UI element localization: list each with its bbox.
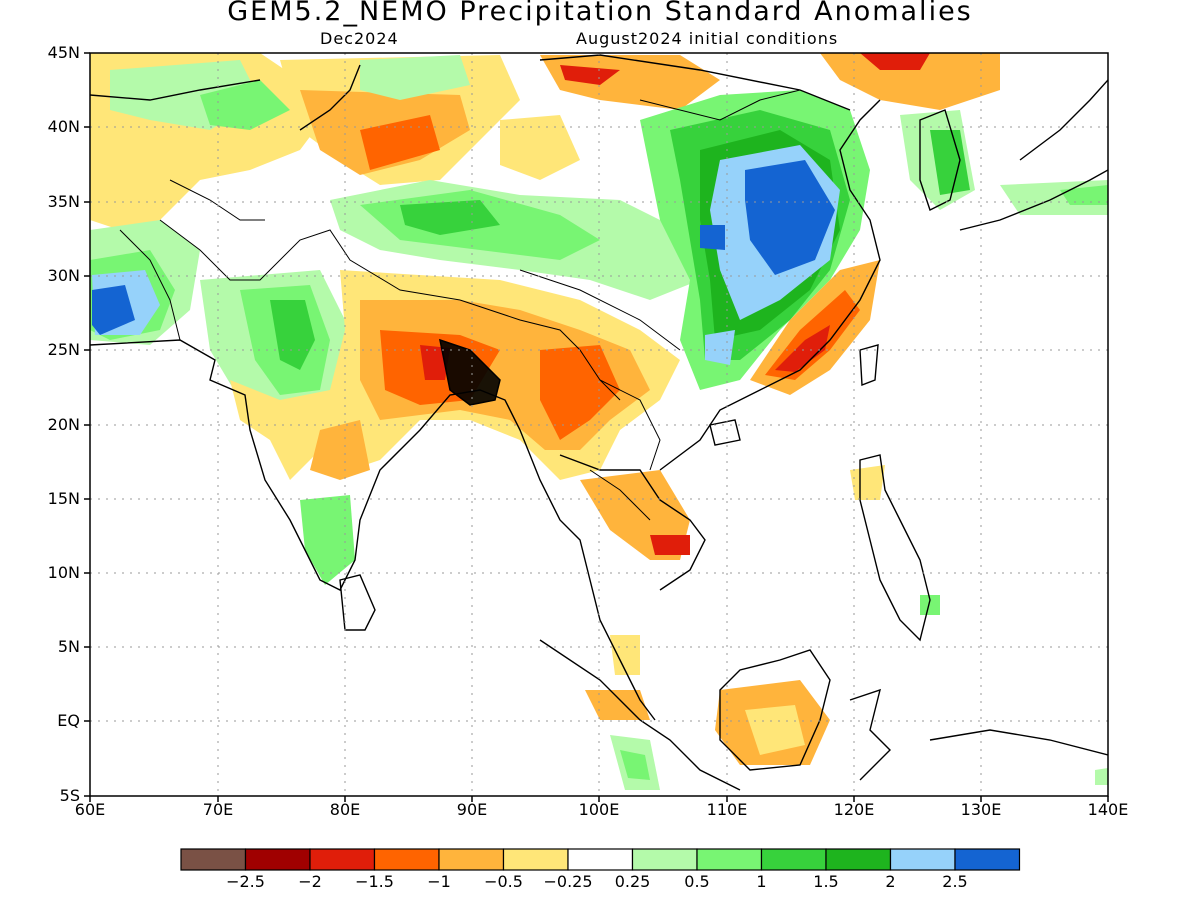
anomaly-patch <box>585 690 650 720</box>
lon-tick-label: 80E <box>329 800 361 819</box>
legend-swatch <box>438 848 505 871</box>
anomaly-patch <box>200 80 290 130</box>
anomaly-patch <box>920 595 940 615</box>
lon-tick-label: 60E <box>74 800 106 819</box>
anomaly-patch <box>1060 185 1108 205</box>
anomaly-patch <box>820 53 1000 110</box>
forecast-month: Dec2024 <box>320 29 399 48</box>
anomaly-patch <box>540 345 620 440</box>
legend-label: 2.5 <box>942 872 968 891</box>
lon-tick-label: 100E <box>578 800 620 819</box>
legend-label: −1.5 <box>355 872 394 891</box>
legend-swatch <box>180 848 247 871</box>
legend-swatch <box>954 848 1021 871</box>
anomaly-patch <box>700 225 725 250</box>
lat-tick-label: 5S <box>59 786 80 805</box>
lat-tick-label: 5N <box>57 637 80 656</box>
lat-tick-label: 25N <box>47 340 80 359</box>
anomaly-patch <box>360 55 470 100</box>
anomaly-patch <box>620 750 650 780</box>
lon-tick-label: 110E <box>706 800 748 819</box>
lon-tick-label: 90E <box>456 800 488 819</box>
legend-label: −0.25 <box>543 872 593 891</box>
legend-label: 0.25 <box>614 872 651 891</box>
legend-label: −0.5 <box>484 872 523 891</box>
anomaly-patch <box>745 705 805 755</box>
lat-tick-label: EQ <box>57 711 80 730</box>
legend-label: 2 <box>885 872 896 891</box>
legend-swatch <box>889 848 956 871</box>
legend-label: 1.5 <box>813 872 839 891</box>
lat-tick-label: 45N <box>47 43 80 62</box>
country-borders <box>119 89 801 521</box>
anomaly-patch <box>775 325 830 372</box>
lat-tick-label: 15N <box>47 489 80 508</box>
anomaly-patch <box>92 285 135 335</box>
legend-label: 0.5 <box>684 872 710 891</box>
anomaly-patch <box>850 465 885 500</box>
coastlines <box>90 54 1108 791</box>
legend-label: −1 <box>427 872 451 891</box>
gridlines <box>90 53 1108 796</box>
anomaly-patch <box>500 115 580 180</box>
lon-tick-label: 70E <box>202 800 234 819</box>
anomaly-patch <box>540 55 720 110</box>
legend-swatch <box>760 848 827 871</box>
legend-swatch <box>244 848 311 871</box>
color-legend <box>180 848 1021 871</box>
lat-tick-label: 20N <box>47 415 80 434</box>
legend-swatch <box>825 848 892 871</box>
anomaly-patch <box>310 420 370 480</box>
legend-swatch <box>567 848 634 871</box>
legend-label: −2 <box>298 872 322 891</box>
anomaly-patch <box>705 330 735 365</box>
anomaly-patch <box>560 65 620 85</box>
anomaly-patch <box>930 130 970 195</box>
anomaly-patch <box>1095 768 1108 785</box>
anomaly-patch <box>860 53 930 70</box>
legend-swatch <box>696 848 763 871</box>
anomaly-patch <box>650 535 690 555</box>
lat-tick-label: 10N <box>47 563 80 582</box>
anomaly-patch <box>300 495 355 585</box>
legend-label: −2.5 <box>226 872 265 891</box>
legend-label: 1 <box>756 872 767 891</box>
anomaly-patch <box>745 160 835 275</box>
lon-tick-label: 120E <box>833 800 875 819</box>
anomaly-patch <box>400 200 500 235</box>
lat-tick-label: 30N <box>47 266 80 285</box>
lon-tick-label: 140E <box>1087 800 1129 819</box>
map-title: GEM5.2_NEMO Precipitation Standard Anoma… <box>227 0 973 27</box>
lat-tick-label: 35N <box>47 192 80 211</box>
anomaly-patch <box>360 115 440 170</box>
legend-swatch <box>502 848 569 871</box>
anomaly-field <box>90 53 1108 790</box>
initial-conditions: August2024 initial conditions <box>576 29 839 48</box>
anomaly-patch <box>270 300 315 370</box>
lon-tick-label: 130E <box>960 800 1002 819</box>
legend-swatch <box>309 848 376 871</box>
legend-swatch <box>631 848 698 871</box>
anomaly-patch <box>610 635 640 675</box>
ticks <box>84 52 1109 802</box>
legend-swatch <box>373 848 440 871</box>
lat-tick-label: 40N <box>47 117 80 136</box>
